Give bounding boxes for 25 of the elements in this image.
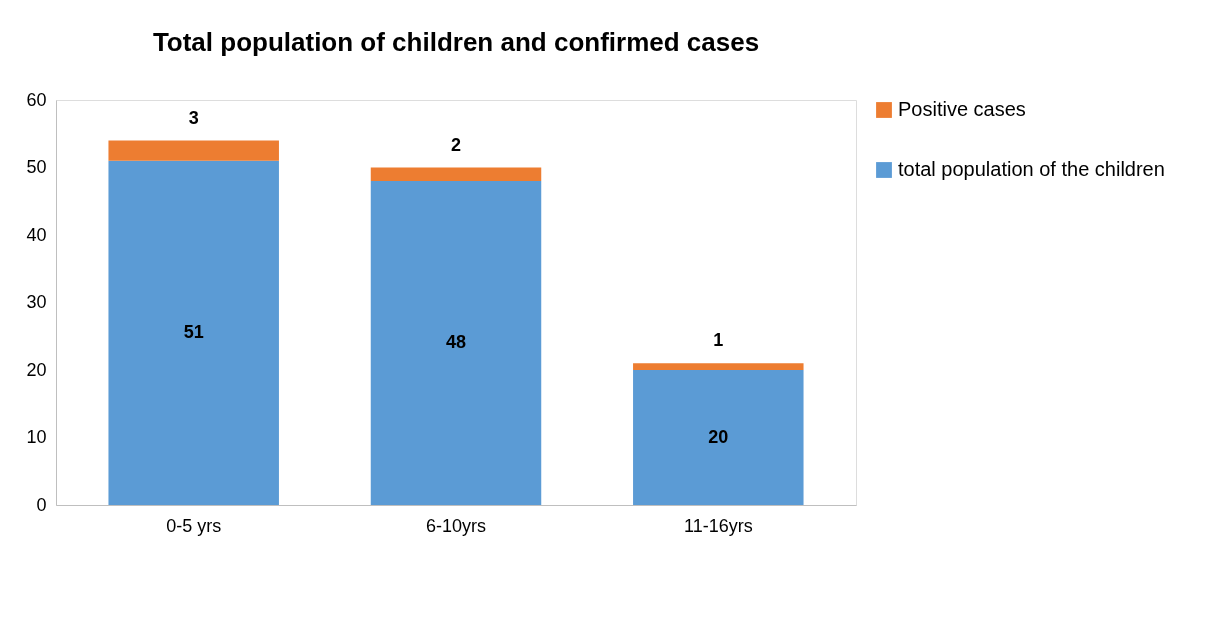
- y-tick-label: 20: [26, 359, 47, 380]
- bar: [108, 160, 279, 505]
- data-label: 20: [708, 426, 729, 447]
- y-tick-label: 50: [26, 157, 47, 177]
- data-label: 1: [713, 330, 724, 351]
- legend-label: total population of the children: [898, 158, 1165, 180]
- bar: [633, 363, 804, 370]
- y-tick-label: 40: [26, 224, 47, 245]
- chart-title: Total population of children and confirmed cases: [152, 27, 760, 57]
- bar: [370, 167, 542, 181]
- bar: [633, 370, 804, 505]
- y-tick-label: 30: [26, 292, 47, 312]
- bar: [370, 181, 542, 505]
- y-tick-label: 0: [36, 494, 47, 515]
- data-label: 2: [450, 134, 462, 155]
- data-label: 48: [445, 332, 467, 352]
- x-tick-label: 0-5 yrs: [166, 515, 222, 536]
- x-tick-label: 11-16yrs: [683, 515, 753, 536]
- bar: [108, 140, 279, 161]
- legend-label: Positive cases: [898, 98, 1026, 120]
- data-label: 3: [188, 107, 199, 128]
- data-label: 51: [183, 321, 204, 342]
- x-tick-label: 6-10yrs: [425, 515, 487, 536]
- y-tick-label: 10: [26, 427, 47, 447]
- y-tick-label: 60: [26, 89, 47, 110]
